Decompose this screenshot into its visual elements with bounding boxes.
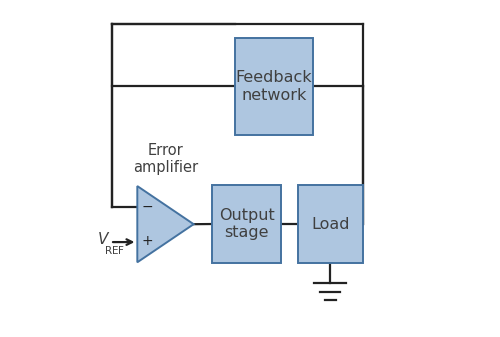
Text: Feedback
network: Feedback network: [236, 70, 312, 103]
Text: −: −: [142, 200, 153, 214]
Text: $\mathregular{REF}$: $\mathregular{REF}$: [104, 244, 124, 256]
Text: $\mathit{V}$: $\mathit{V}$: [97, 232, 110, 247]
Bar: [212, 185, 282, 263]
Text: Output
stage: Output stage: [219, 208, 274, 240]
Bar: [298, 185, 362, 263]
Text: Error
amplifier: Error amplifier: [133, 143, 198, 175]
Bar: [235, 38, 313, 135]
Polygon shape: [138, 186, 194, 262]
Text: +: +: [142, 234, 153, 248]
Text: Load: Load: [311, 216, 350, 232]
